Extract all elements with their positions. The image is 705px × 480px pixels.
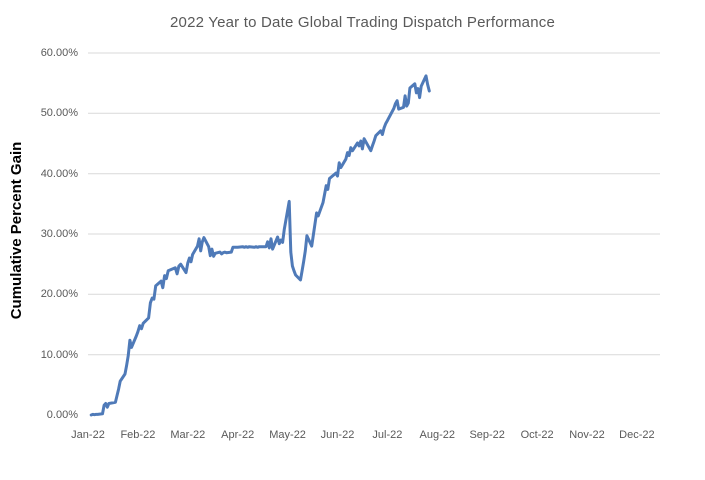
x-tick-label: Oct-22 [520, 429, 554, 441]
x-tick-label: Aug-22 [419, 429, 456, 441]
horizontal-gridlines [88, 52, 660, 356]
x-tick-label: Jul-22 [372, 429, 403, 441]
x-tick-label: Jan-22 [71, 429, 105, 441]
chart-title: 2022 Year to Date Global Trading Dispatc… [170, 14, 555, 31]
y-tick-label: 40.00% [40, 167, 78, 180]
x-tick-label: Jun-22 [320, 429, 355, 441]
x-tick-label: Feb-22 [120, 429, 156, 441]
x-tick-label: Apr-22 [221, 429, 255, 441]
y-tick-label: 50.00% [40, 107, 78, 120]
y-tick-label: 20.00% [40, 288, 78, 301]
x-tick-label: Dec-22 [619, 429, 655, 441]
x-tick-label: Nov-22 [569, 429, 605, 441]
x-tick-label: May-22 [269, 429, 306, 441]
x-tick-label: Sep-22 [469, 429, 505, 441]
y-tick-label: 0.00% [46, 409, 78, 421]
x-tick-label: Mar-22 [170, 429, 206, 441]
y-tick-label: 10.00% [40, 348, 78, 361]
y-tick-label: 60.00% [40, 47, 78, 59]
cumulative-gain-line [89, 74, 431, 417]
y-tick-label: 30.00% [40, 228, 78, 240]
